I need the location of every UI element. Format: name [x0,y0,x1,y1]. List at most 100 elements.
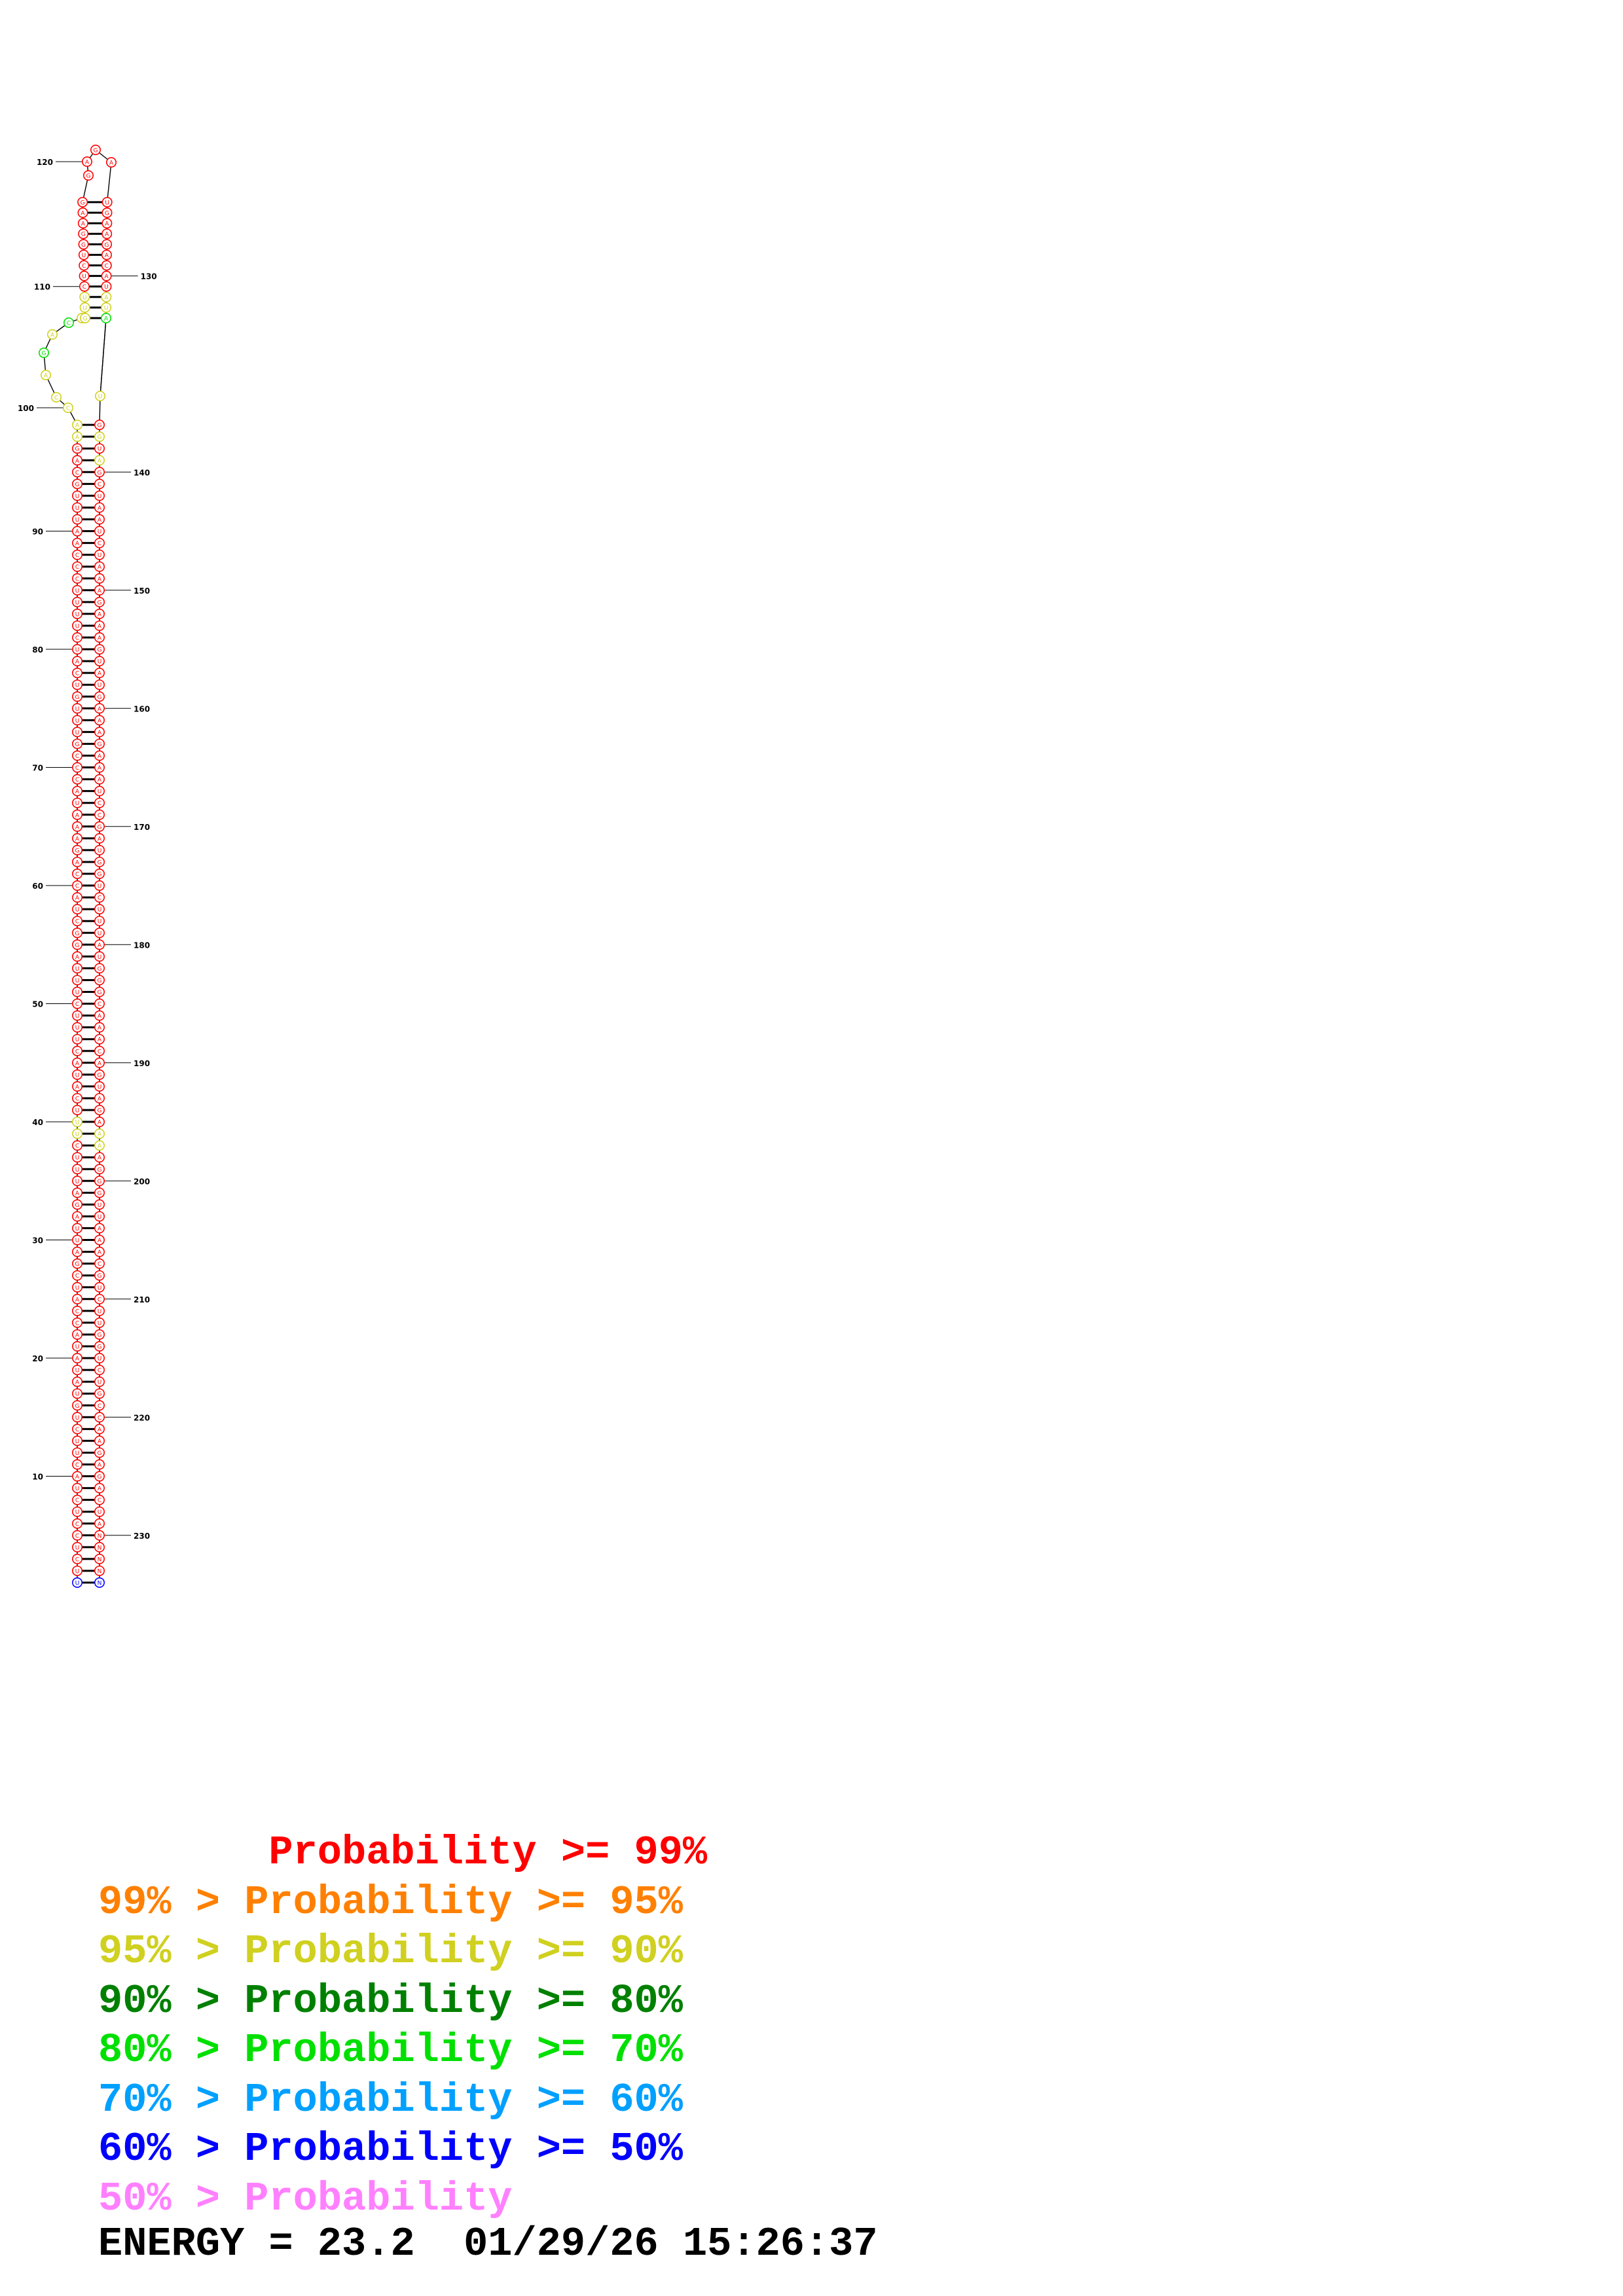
nucleotide-letter: G [75,1403,80,1410]
nucleotide: U [72,1447,83,1458]
nucleotide: C [72,1530,83,1541]
nucleotide: C [72,998,83,1009]
nucleotide: G [72,478,83,490]
nucleotide-letter: C [98,1415,101,1422]
nucleotide: C [94,1494,105,1505]
nucleotide-circle [72,880,83,891]
nucleotide-letter: C [75,1096,79,1102]
nucleotide-letter: C [75,1498,79,1504]
nucleotide-circle [94,632,105,643]
nucleotide: U [94,656,105,667]
nucleotide-circle [94,1234,105,1246]
nucleotide-letter: U [75,1581,80,1587]
nucleotide-letter: U [75,1391,80,1398]
nucleotide-letter: U [75,1545,80,1551]
nucleotide-letter: G [75,742,80,748]
nucleotide-letter: G [105,211,109,217]
nucleotide-circle [94,750,105,761]
nucleotide: U [94,549,105,560]
nucleotide-circle [72,1293,83,1304]
nucleotide-letter: A [75,859,80,866]
nucleotide: A [94,762,105,773]
nucleotide-letter: G [86,173,91,180]
nucleotide-letter: A [109,160,114,167]
nucleotide-letter: G [98,872,102,878]
nucleotide-letter: C [75,470,79,476]
nucleotide-circle [94,1424,105,1435]
nucleotide-circle [94,1459,105,1470]
nucleotide: C [72,1092,83,1103]
nucleotide-letter: A [98,1226,102,1232]
nucleotide-circle [94,1435,105,1446]
nucleotide-circle [72,821,83,832]
nucleotide: A [94,1482,105,1494]
nucleotide: G [94,467,105,478]
nucleotide-circle [94,1270,105,1281]
nucleotide: U [72,1022,83,1033]
nucleotide-letter: A [98,517,102,524]
nucleotide-letter: A [98,1439,102,1445]
nucleotide-letter: U [98,659,102,666]
nucleotide-letter: A [75,1214,80,1221]
nucleotide: G [80,312,91,323]
nucleotide-circle [72,1234,83,1246]
nucleotides: UUCUCCUCUACUUCUGUAUAUACCAUCGAUUAGAUUUCUU… [38,145,117,1588]
nucleotide-letter: G [98,1072,102,1079]
nucleotide-circle [72,668,83,679]
nucleotide-circle [94,1211,105,1222]
nucleotide: A [82,156,93,168]
nucleotide-circle [72,1246,83,1257]
nucleotide-letter: A [75,659,80,666]
nucleotide-circle [72,620,83,631]
nucleotide-circle [72,549,83,560]
nucleotide-letter: U [98,1320,102,1327]
nucleotide-circle [94,703,105,714]
nucleotide-letter: G [75,931,80,937]
nucleotide: G [94,1388,105,1399]
position-label: 110 [34,283,50,292]
nucleotide-letter: C [66,406,70,412]
nucleotide-circle [63,402,74,413]
nucleotide-circle [94,1045,105,1056]
nucleotide-circle [72,1105,83,1116]
nucleotide-circle [101,270,112,281]
nucleotide-letter: A [75,812,80,819]
nucleotide-letter: A [75,1060,80,1067]
nucleotide-letter: U [75,493,80,500]
nucleotide-circle [94,869,105,880]
nucleotide-circle [94,1305,105,1316]
nucleotide: G [94,1105,105,1116]
nucleotide-circle [94,856,105,867]
nucleotide-circle [72,1471,83,1482]
nucleotide: A [40,369,51,380]
nucleotide-circle [94,809,105,820]
nucleotide-circle [101,218,113,229]
nucleotide-letter: G [75,446,80,453]
nucleotide: U [72,904,83,915]
nucleotide: G [94,1270,105,1281]
nucleotide-letter: A [98,623,102,630]
nucleotide: C [51,391,62,403]
nucleotide-letter: A [98,1155,102,1162]
nucleotide-letter: A [75,1380,80,1386]
position-label: 60 [32,882,43,891]
nucleotide-circle [94,1175,105,1187]
nucleotide-circle [72,1459,83,1470]
position-label: 70 [32,764,43,773]
nucleotide-letter: A [98,1120,102,1126]
nucleotide-letter: A [98,636,102,642]
nucleotide-letter: U [98,789,102,795]
nucleotide-circle [94,455,105,466]
position-label: 120 [37,158,53,167]
nucleotide: G [94,986,105,997]
nucleotide: N [94,1577,105,1588]
nucleotide-letter: C [98,1297,101,1303]
nucleotide-letter: C [98,1001,101,1008]
nucleotide-letter: G [75,1261,80,1268]
nucleotide: C [79,260,90,271]
nucleotide-letter: C [75,1320,79,1327]
nucleotide: G [72,844,83,855]
nucleotide-circle [94,986,105,997]
nucleotide-letter: U [75,647,80,654]
nucleotide-letter: G [98,1344,102,1351]
